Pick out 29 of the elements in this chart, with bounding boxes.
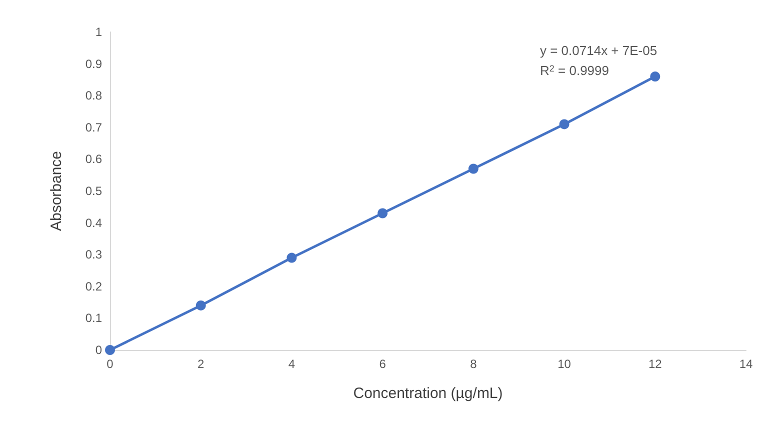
point <box>559 119 570 130</box>
y-tick-label: 0.7 <box>85 120 102 134</box>
y-axis-title: Absorbance <box>48 150 65 232</box>
point <box>650 72 660 82</box>
x-tick-label: 8 <box>470 357 478 371</box>
point <box>378 208 388 218</box>
y-tick-label: 0 <box>95 343 102 357</box>
y-tick-label: 0.2 <box>85 279 102 294</box>
x-tick-label: 0 <box>106 357 114 371</box>
point <box>286 252 297 263</box>
y-tick-label: 0.8 <box>85 88 102 103</box>
point <box>468 164 478 174</box>
x-tick-label: 14 <box>739 357 753 371</box>
y-tick-label: 1 <box>95 25 102 39</box>
y-tick-label: 0.5 <box>85 184 102 198</box>
y-tick-label: 0.4 <box>85 216 102 230</box>
annotation: y = 0.0714x + 7E-05 <box>540 43 658 58</box>
y-tick-label: 0.1 <box>85 311 102 326</box>
y-tick-label: 0.3 <box>85 248 102 262</box>
x-tick-label: 4 <box>288 357 296 371</box>
point <box>105 345 115 355</box>
x-tick-label: 6 <box>379 357 386 371</box>
x-tick-label: 2 <box>198 357 205 371</box>
x-tick-label: 12 <box>648 357 662 371</box>
y-tick-label: 0.6 <box>85 152 102 166</box>
x-axis-title: Concentration (µg/mL) <box>353 385 503 402</box>
point <box>196 300 206 310</box>
x-tick-label: 10 <box>558 357 572 371</box>
y-tick-label: 0.9 <box>85 56 102 71</box>
